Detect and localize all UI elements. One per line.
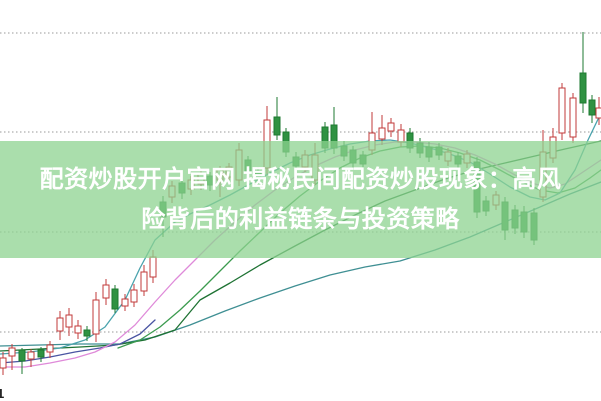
article-title-line1: 配资炒股开户官网 揭秘民间配资炒股现象：高风 xyxy=(39,165,562,193)
article-title-line2: 险背后的利益链条与投资策略 xyxy=(141,205,460,233)
title-overlay-band: 配资炒股开户官网 揭秘民间配资炒股现象：高风 险背后的利益链条与投资策略 xyxy=(0,141,601,258)
cropped-axis-label: 1 xyxy=(0,386,5,401)
